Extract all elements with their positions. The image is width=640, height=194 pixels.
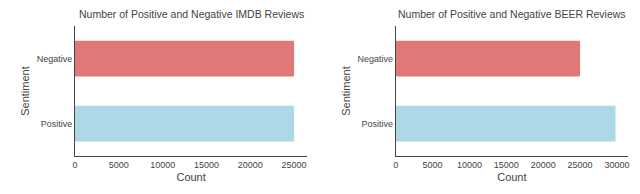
svg-text:Number of Positive and Negativ: Number of Positive and Negative BEER Rev… [398, 8, 626, 20]
svg-text:25000: 25000 [568, 160, 593, 170]
svg-text:Number of Positive and Negativ: Number of Positive and Negative IMDB Rev… [79, 8, 304, 20]
svg-text:Sentiment: Sentiment [19, 66, 31, 116]
svg-text:Sentiment: Sentiment [340, 66, 352, 116]
svg-text:Count: Count [497, 171, 526, 183]
svg-text:25000: 25000 [282, 160, 307, 170]
svg-text:Negative: Negative [37, 54, 73, 64]
svg-text:10000: 10000 [457, 160, 482, 170]
svg-text:Positive: Positive [41, 119, 73, 129]
svg-text:20000: 20000 [531, 160, 556, 170]
svg-text:Negative: Negative [357, 54, 393, 64]
svg-text:15000: 15000 [494, 160, 519, 170]
svg-text:0: 0 [72, 160, 77, 170]
svg-text:15000: 15000 [194, 160, 219, 170]
svg-text:20000: 20000 [238, 160, 263, 170]
svg-text:5000: 5000 [109, 160, 129, 170]
svg-text:10000: 10000 [150, 160, 175, 170]
svg-text:Positive: Positive [361, 119, 393, 129]
svg-text:Count: Count [176, 171, 205, 183]
svg-text:5000: 5000 [423, 160, 443, 170]
svg-text:30000: 30000 [604, 160, 629, 170]
svg-text:0: 0 [393, 160, 398, 170]
